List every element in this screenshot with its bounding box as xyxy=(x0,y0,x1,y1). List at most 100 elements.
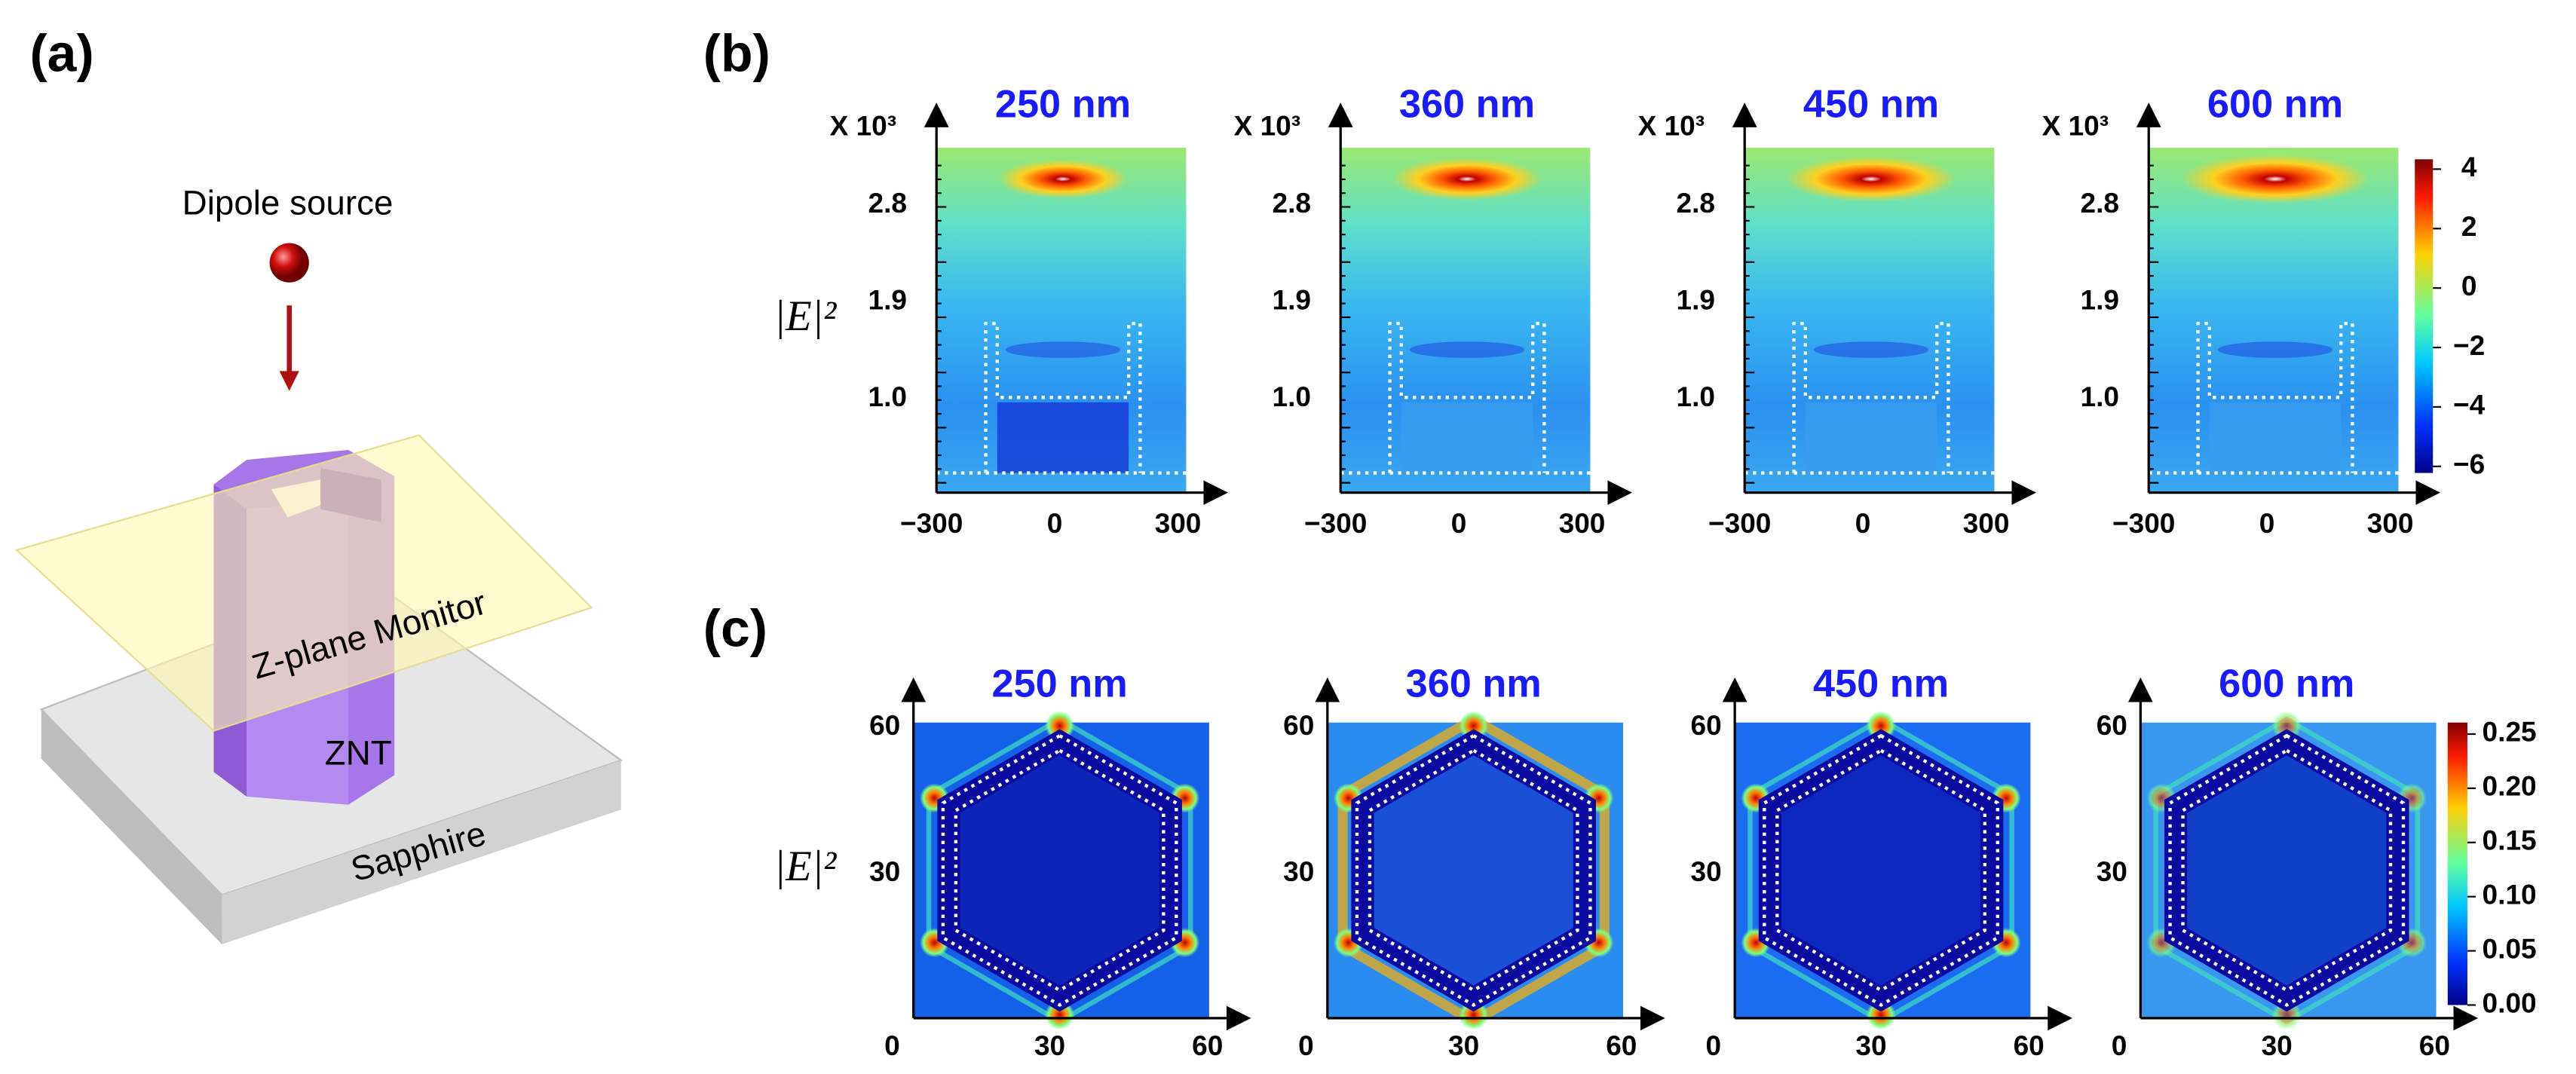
x-tick-label: 0 xyxy=(1855,507,1871,539)
x-tick-label: 300 xyxy=(1155,507,1202,539)
colorbar-label: −4 xyxy=(2453,389,2486,421)
colorbar xyxy=(2415,159,2434,473)
y-tick-label: 1.0 xyxy=(1273,381,1311,412)
y-tick-label: 60 xyxy=(1283,709,1314,741)
y-tick-label: 1.9 xyxy=(2081,284,2119,316)
scale-note: X 10³ xyxy=(830,110,897,142)
x-tick-label: −300 xyxy=(1304,507,1367,539)
x-tick-label: 300 xyxy=(2367,507,2414,539)
y-tick-label: 30 xyxy=(1283,855,1314,887)
hot-spot xyxy=(1391,158,1543,200)
x-tick-label: −300 xyxy=(2112,507,2175,539)
colorbar-label: 2 xyxy=(2461,210,2477,242)
y-tick-label: 1.0 xyxy=(2081,381,2119,412)
x-tick-label: 300 xyxy=(1963,507,2010,539)
scale-note: X 10³ xyxy=(1234,110,1301,142)
hot-spot xyxy=(1045,711,1075,741)
map-title: 450 nm xyxy=(1813,662,1949,706)
colorbar-label: −6 xyxy=(2453,448,2485,480)
tube-outline xyxy=(2168,733,2406,1008)
scale-note: X 10³ xyxy=(2042,110,2109,142)
colorbar-label: 0.05 xyxy=(2483,932,2537,964)
y-tick-label: 30 xyxy=(1691,855,1722,887)
x-tick-label: 30 xyxy=(1448,1030,1479,1061)
hot-spot xyxy=(2271,999,2302,1030)
tube-core xyxy=(2187,755,2387,986)
y-tick-label: 2.8 xyxy=(1677,187,1715,219)
field-band xyxy=(1005,341,1121,358)
colorbar-label: 0.25 xyxy=(2483,716,2537,748)
map-title: 250 nm xyxy=(995,82,1131,126)
y-label: |E|² xyxy=(774,843,838,890)
field-band xyxy=(1813,341,1929,358)
hot-spot xyxy=(2179,154,2371,204)
x-tick-label: 30 xyxy=(2262,1030,2293,1061)
map-title: 360 nm xyxy=(1399,82,1535,126)
hot-spot xyxy=(1045,999,1075,1030)
y-tick-label: 1.9 xyxy=(1677,284,1715,316)
tube-outline xyxy=(1763,733,1999,1008)
panel-label: (b) xyxy=(703,24,770,83)
x-tick-label: 0 xyxy=(1706,1030,1722,1061)
y-tick-label: 60 xyxy=(869,709,900,741)
y-label: |E|² xyxy=(774,293,838,340)
field-region xyxy=(1805,402,1937,473)
panel-label: (c) xyxy=(703,598,767,657)
field-region xyxy=(997,402,1129,473)
hot-spot xyxy=(1866,711,1896,741)
tube-core xyxy=(960,755,1159,986)
y-tick-label: 30 xyxy=(869,855,900,887)
y-tick-label: 2.8 xyxy=(1273,187,1311,219)
colorbar-label: 0.10 xyxy=(2483,878,2537,910)
tube-core xyxy=(1374,755,1573,986)
map-title: 600 nm xyxy=(2219,662,2354,706)
tube-label: ZNT xyxy=(325,733,392,772)
colorbar-label: 0.15 xyxy=(2483,825,2537,856)
x-tick-label: 30 xyxy=(1855,1030,1886,1061)
x-tick-label: 300 xyxy=(1559,507,1606,539)
x-tick-label: 60 xyxy=(2419,1030,2450,1061)
colorbar-label: 0 xyxy=(2461,270,2477,301)
hot-spot xyxy=(997,159,1129,199)
y-tick-label: 1.0 xyxy=(868,381,907,412)
y-tick-label: 60 xyxy=(1691,709,1722,741)
panel-label: (a) xyxy=(29,24,93,83)
x-tick-label: −300 xyxy=(900,507,963,539)
map-title: 250 nm xyxy=(992,662,1128,706)
y-tick-label: 30 xyxy=(2097,855,2127,887)
y-tick-label: 1.0 xyxy=(1677,381,1715,412)
scale-note: X 10³ xyxy=(1638,110,1705,142)
map-title: 600 nm xyxy=(2207,82,2343,126)
x-tick-label: 60 xyxy=(1606,1030,1637,1061)
field-region xyxy=(2209,402,2342,473)
x-tick-label: 0 xyxy=(1298,1030,1314,1061)
colorbar-label: 4 xyxy=(2461,151,2477,182)
x-tick-label: −300 xyxy=(1708,507,1771,539)
x-tick-label: 0 xyxy=(1451,507,1467,539)
colorbar-label: −2 xyxy=(2453,329,2485,361)
hot-spot xyxy=(2271,711,2302,741)
colorbar-label: 0.20 xyxy=(2483,770,2537,802)
y-tick-label: 1.9 xyxy=(868,284,907,316)
schematic xyxy=(14,243,623,944)
x-tick-label: 0 xyxy=(2259,507,2275,539)
colorbar xyxy=(2447,722,2467,1005)
x-tick-label: 0 xyxy=(2112,1030,2127,1061)
x-tick-label: 0 xyxy=(884,1030,900,1061)
hot-spot xyxy=(1785,155,1957,203)
field-region xyxy=(1401,402,1533,473)
y-tick-label: 2.8 xyxy=(868,187,907,219)
field-band xyxy=(2217,341,2333,358)
source-label: Dipole source xyxy=(182,183,394,222)
x-tick-label: 30 xyxy=(1034,1030,1065,1061)
hot-spot xyxy=(1866,999,1896,1030)
map-title: 360 nm xyxy=(1406,662,1542,706)
map-title: 450 nm xyxy=(1803,82,1939,126)
y-tick-label: 60 xyxy=(2097,709,2127,741)
colorbar-label: 0.00 xyxy=(2483,987,2537,1018)
y-tick-label: 1.9 xyxy=(1273,284,1311,316)
tube-core xyxy=(1781,755,1981,986)
y-tick-label: 2.8 xyxy=(2081,187,2119,219)
field-band xyxy=(1409,341,1525,358)
